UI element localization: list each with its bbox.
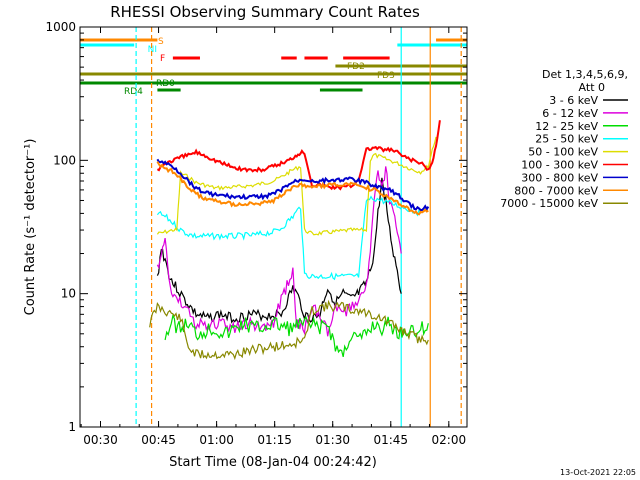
flag-label-ni: NI [148,45,157,55]
legend-label-3-6-kev: 3 - 6 keV [549,94,598,107]
x-tick-label-5: 01:45 [373,433,408,447]
y-tick-label-1: 10 [61,287,76,301]
flag-label-rd0: RD0 [156,79,175,89]
x-tick-label-3: 01:15 [257,433,292,447]
series-line-50-100-kev [156,136,437,236]
series-line-6-12-kev [156,166,402,337]
y-tick-label-2: 100 [53,153,76,167]
flag-label-fd3: FD3 [377,71,395,81]
x-tick-label-2: 01:00 [199,433,234,447]
legend-label-7000-15000-kev: 7000 - 15000 keV [500,197,598,210]
flag-label-s: S [158,37,164,47]
chart-title: RHESSI Observing Summary Count Rates [110,3,420,21]
series-line-7000-15000-kev [149,299,429,361]
plot-frame [79,26,468,428]
x-tick-label-6: 02:00 [432,433,467,447]
series-line-100-300-kev [156,120,441,191]
series-line-300-800-kev [156,158,430,212]
flag-label-f: F [160,54,165,64]
legend-label-800-7000-kev: 800 - 7000 keV [514,184,598,197]
series-line-25-50-kev [156,195,422,281]
legend-header-line1: Det 1,3,4,5,6,9, [542,68,628,81]
y-tick-label-3: 1000 [45,20,76,34]
x-axis-label: Start Time (08-Jan-04 00:24:42) [169,455,377,470]
tick-layer: 00:30 00:45 01:00 01:15 01:30 01:45 02:00 1 10 10… [45,20,467,447]
legend-label-50-100-kev: 50 - 100 keV [528,146,598,159]
flag-label-rd4: RD4 [124,87,143,97]
series-line-3-6-kev [156,177,402,324]
y-axis-label: Count Rate (s⁻¹ detector⁻¹) [23,139,38,316]
legend-label-300-800-kev: 300 - 800 keV [521,171,598,184]
legend-label-100-300-kev: 100 - 300 keV [521,159,598,172]
series-line-800-7000-kev [156,161,429,216]
x-tick-label-0: 00:30 [83,433,118,447]
series-layer [149,120,441,361]
footer-date: 13-Oct-2021 22:05 [560,468,636,477]
legend-label-25-50-kev: 25 - 50 keV [535,133,598,146]
vertical-line-layer [135,27,462,427]
series-line-12-25-kev [164,313,429,358]
x-tick-label-1: 00:45 [141,433,176,447]
x-tick-label-4: 01:30 [315,433,350,447]
legend-label-12-25-kev: 12 - 25 keV [535,120,598,133]
legend-header-line2: Att 0 [579,81,605,94]
y-tick-label-0: 1 [68,420,76,434]
flag-label-fd2: FD2 [347,62,365,72]
legend-label-6-12-kev: 6 - 12 keV [542,107,598,120]
